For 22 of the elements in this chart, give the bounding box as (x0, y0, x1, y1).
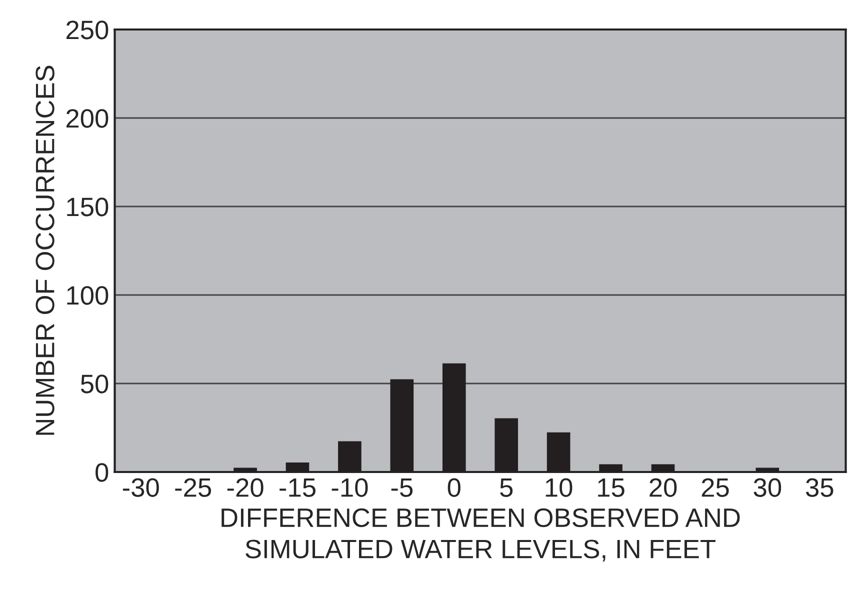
x-tick-label: 0 (448, 478, 460, 497)
y-tick-label: 100 (67, 286, 108, 305)
x-tick-label: 15 (598, 478, 624, 497)
x-tick-label: 30 (754, 478, 782, 497)
y-tick-label: 0 (96, 463, 108, 482)
x-tick-label: 5 (500, 478, 513, 497)
x-tick-label: -10 (332, 478, 368, 497)
x-tick-label: -15 (280, 478, 316, 497)
x-tick-label: 10 (546, 478, 572, 497)
y-axis-title: NUMBER OF OCCURRENCES (36, 66, 54, 435)
x-tick-label: 20 (650, 478, 677, 497)
x-tick-label: -20 (227, 478, 264, 497)
y-tick-label: 200 (66, 109, 108, 128)
x-tick-label: 35 (806, 478, 834, 497)
x-tick-label: -25 (175, 478, 212, 497)
x-axis-title: DIFFERENCE BETWEEN OBSERVED AND SIMULATED WATER LEVELS, IN FEET (222, 508, 740, 562)
x-tick-label: 25 (702, 478, 729, 497)
y-tick-label: 250 (66, 20, 108, 40)
y-tick-label: 50 (80, 374, 108, 394)
x-tick-label: -30 (122, 478, 159, 497)
x-tick-label: -5 (391, 478, 413, 497)
y-tick-label: 150 (67, 198, 108, 216)
